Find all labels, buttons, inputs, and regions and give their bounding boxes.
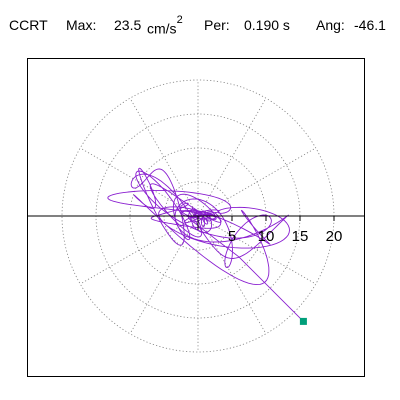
grid-spoke — [197, 98, 267, 217]
tick-label: 15 — [292, 228, 309, 245]
max-value: 23.5 — [114, 17, 142, 33]
angle-value: -46.1 — [354, 17, 386, 33]
grid-spoke — [80, 215, 199, 285]
angle-label: Ang: — [316, 17, 345, 33]
grid-spoke — [129, 98, 199, 217]
plot-frame — [27, 58, 365, 377]
period-label: Per: — [204, 17, 230, 33]
grid-spoke — [197, 147, 316, 217]
axes — [28, 215, 364, 230]
grid-spoke — [197, 215, 267, 334]
max-label: Max: — [66, 17, 97, 33]
station-code: CCRT — [9, 17, 48, 33]
motion-trace — [107, 167, 304, 322]
max-units: cm/s2 — [147, 14, 183, 37]
tick-label: 20 — [326, 228, 343, 245]
grid-spoke — [80, 147, 199, 217]
tick-label: 5 — [228, 228, 236, 245]
grid-spoke — [197, 215, 316, 285]
peak-marker-group — [299, 317, 307, 325]
grid-spoke — [129, 215, 199, 334]
tick-label: 10 — [258, 228, 275, 245]
max-units-exponent: 2 — [176, 14, 183, 26]
period-value: 0.190 s — [244, 17, 290, 33]
radial-tick-labels: 5 10 15 20 — [228, 216, 343, 245]
peak-marker — [299, 317, 307, 325]
trace-path — [107, 167, 304, 322]
